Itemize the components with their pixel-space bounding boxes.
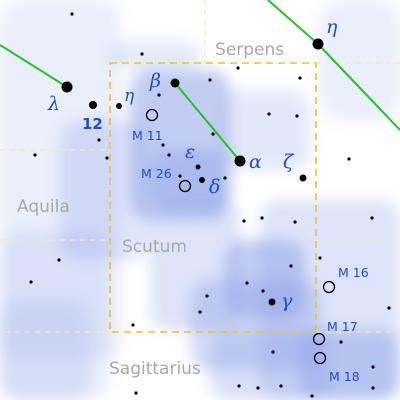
label-sagittarius: Sagittarius (109, 359, 201, 379)
faint-star (57, 258, 61, 262)
label-lambda: λ (47, 93, 60, 115)
milky-way-blob (0, 300, 90, 400)
faint-star (347, 157, 351, 161)
faint-star (371, 365, 375, 369)
faint-star (371, 386, 375, 390)
faint-star (70, 12, 74, 16)
milky-way-blob (210, 330, 330, 400)
faint-star (295, 114, 299, 118)
constellation-line (317, 43, 400, 131)
label-eta-serpens: η (326, 16, 338, 38)
milky-way-blob (60, 120, 150, 260)
faint-star (289, 264, 293, 268)
label-serpens: Serpens (215, 40, 284, 60)
scutum-border (109, 62, 317, 333)
star-12 (89, 101, 97, 109)
milky-way-blob (220, 90, 310, 170)
faint-star (161, 143, 165, 147)
named-stars (61, 38, 324, 306)
faint-star (242, 219, 246, 223)
label-scutum: Scutum (122, 237, 187, 257)
faint-star (223, 176, 227, 180)
star-lambda (61, 81, 73, 93)
label-m17: M 17 (327, 319, 358, 334)
faint-star (318, 256, 322, 260)
faint-star (339, 340, 343, 344)
faint-star (198, 310, 202, 314)
faint-star (131, 323, 135, 327)
label-alpha: α (249, 151, 262, 173)
faint-star (134, 391, 138, 395)
faint-star (261, 289, 265, 293)
faint-star (279, 384, 283, 388)
label-m16: M 16 (338, 265, 369, 280)
faint-star (256, 386, 260, 390)
label-m18: M 18 (329, 369, 360, 384)
label-m26: M 26 (141, 166, 172, 181)
faint-star (140, 52, 144, 56)
deep-sky-objects (145, 108, 336, 365)
faint-stars (29, 12, 391, 398)
label-eta: η (124, 86, 135, 106)
label-delta: δ (209, 176, 220, 198)
star-delta (199, 177, 205, 183)
faint-star (298, 76, 302, 80)
faint-star (178, 174, 182, 178)
label-12: 12 (82, 115, 103, 133)
star-zeta (299, 174, 307, 182)
faint-star (29, 280, 33, 284)
faint-star (157, 93, 161, 97)
faint-star (370, 216, 374, 220)
faint-star (236, 66, 240, 70)
star-gamma (268, 298, 276, 306)
faint-star (245, 281, 249, 285)
m16-marker (322, 280, 336, 294)
star-epsilon (195, 164, 201, 170)
faint-star (33, 153, 37, 157)
label-aquila: Aquila (17, 197, 70, 217)
faint-star (105, 156, 109, 160)
faint-star (267, 112, 271, 116)
faint-star (260, 216, 264, 220)
m26-marker (178, 179, 192, 193)
label-gamma: γ (281, 290, 293, 312)
m11-marker (145, 108, 159, 122)
faint-star (237, 384, 241, 388)
constellation-line (0, 44, 68, 88)
milky-way-blob (320, 0, 400, 120)
star-eta (116, 103, 122, 109)
label-beta: β (149, 70, 161, 92)
star-beta (170, 78, 180, 88)
faint-star (387, 306, 391, 310)
star-eta-serpens (312, 38, 324, 50)
faint-star (167, 153, 171, 157)
faint-star (293, 220, 297, 224)
faint-star (211, 132, 215, 136)
constellation-line (267, 0, 319, 45)
faint-star (271, 350, 275, 354)
label-zeta: ζ (283, 151, 295, 173)
label-epsilon: ε (185, 141, 195, 163)
faint-star (97, 138, 101, 142)
faint-star (310, 394, 314, 398)
milky-way-blob (110, 40, 200, 70)
milky-way-blob (150, 150, 230, 210)
constellation-line (174, 82, 241, 162)
faint-star (205, 294, 209, 298)
faint-star (208, 78, 212, 82)
m18-marker (313, 351, 327, 365)
m17-marker (312, 332, 326, 346)
constellation-boundaries (0, 0, 400, 333)
constellation-lines (0, 0, 400, 162)
star-alpha (234, 155, 246, 167)
label-m11: M 11 (132, 128, 163, 143)
